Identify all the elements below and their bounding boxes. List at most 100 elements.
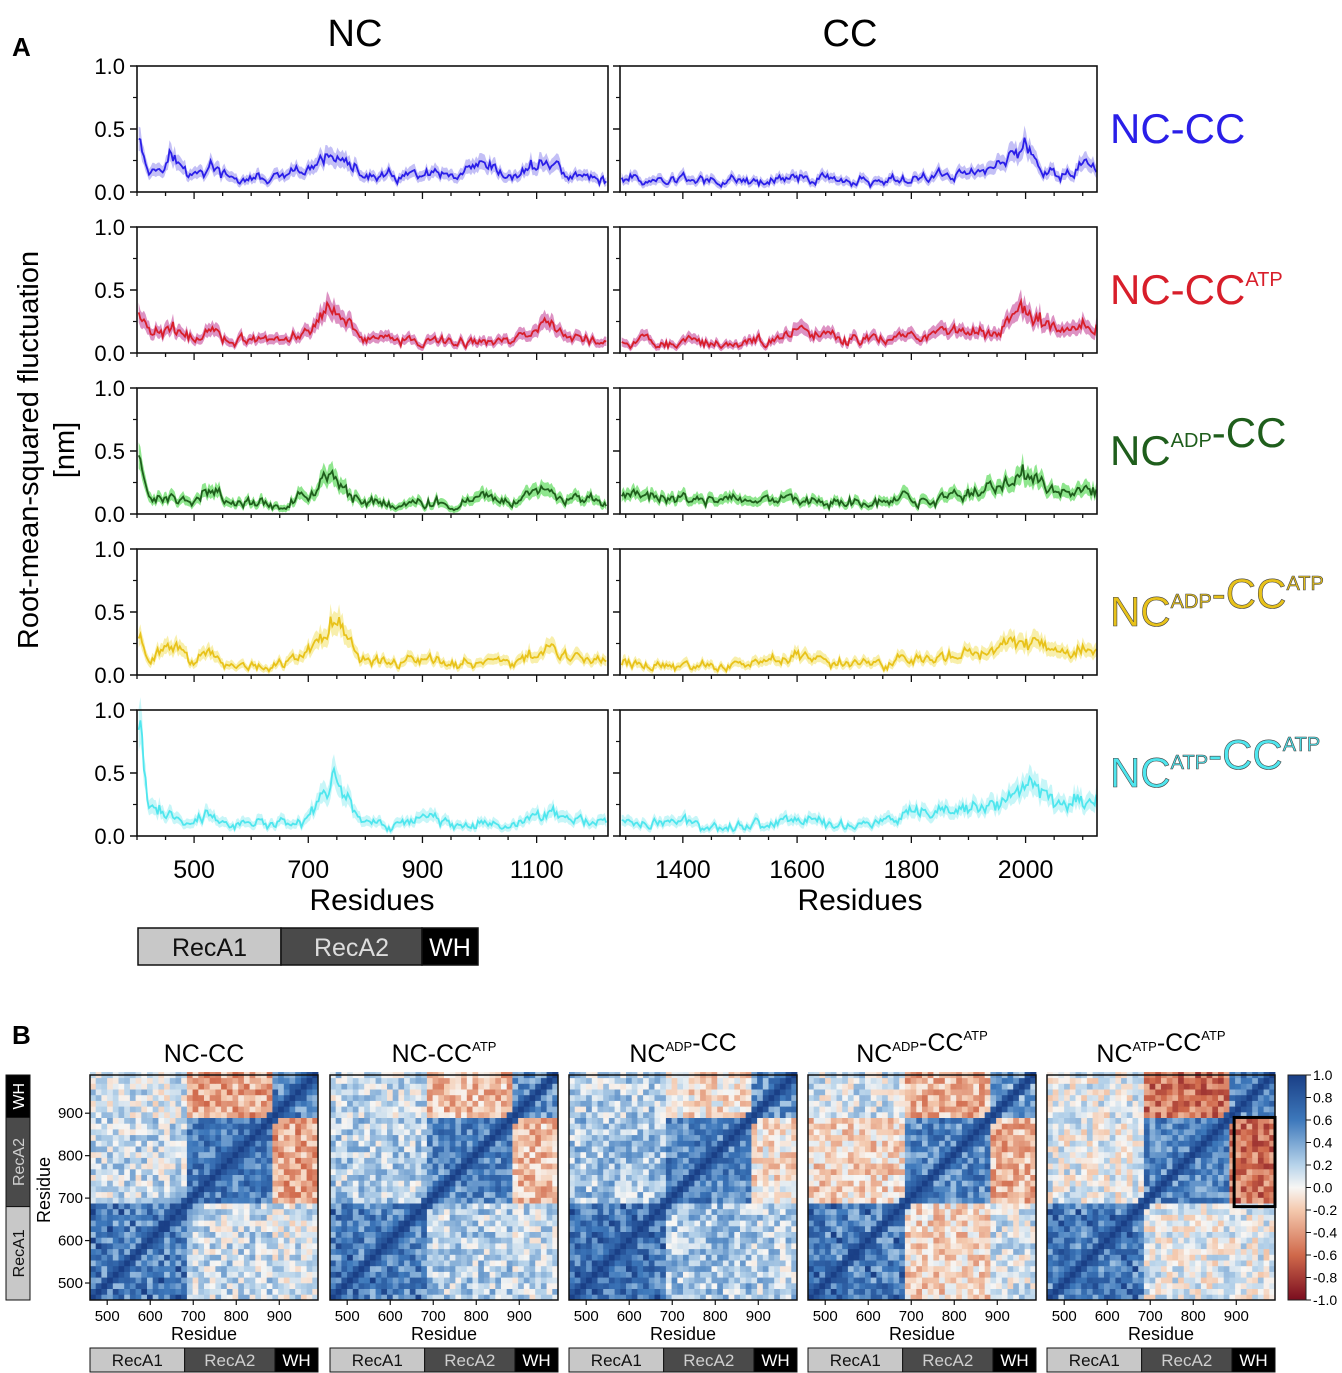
heatmap-y-tick-label: 600	[58, 1233, 83, 1250]
heatmap-cell	[603, 1208, 610, 1215]
heatmap-cell	[152, 1248, 159, 1255]
heatmap-cell	[152, 1180, 159, 1187]
heatmap-cell	[107, 1260, 114, 1267]
heatmap-cell	[112, 1146, 119, 1153]
heatmap-cell	[768, 1294, 775, 1301]
heatmap-cell	[249, 1180, 256, 1187]
heatmap-cell	[501, 1168, 508, 1175]
heatmap-cell	[608, 1157, 615, 1164]
y-tick-label: 0.0	[94, 502, 125, 527]
heatmap-cell	[375, 1191, 382, 1198]
heatmap-cell	[711, 1208, 718, 1215]
heatmap-cell	[358, 1123, 365, 1130]
row-label-base: NC	[1110, 105, 1171, 152]
heatmap-cell	[512, 1225, 519, 1232]
heatmap-cell	[734, 1294, 741, 1301]
heatmap-cell	[540, 1129, 547, 1136]
x-tick-label-cc: 2000	[998, 856, 1054, 884]
heatmap-cell	[700, 1260, 707, 1267]
heatmap-cell	[529, 1203, 536, 1210]
heatmap-cell	[688, 1146, 695, 1153]
heatmap-cell	[312, 1260, 319, 1267]
heatmap-cell	[785, 1294, 792, 1301]
heatmap-cell	[215, 1282, 222, 1289]
heatmap-cell	[204, 1163, 211, 1170]
heatmap-cell	[791, 1271, 798, 1278]
heatmap-cell	[341, 1288, 348, 1295]
heatmap-cell	[774, 1271, 781, 1278]
heatmap-cell	[438, 1174, 445, 1181]
heatmap-cell	[432, 1282, 439, 1289]
heatmap-cell	[466, 1083, 473, 1090]
heatmap-cell	[147, 1146, 154, 1153]
heatmap-cell	[409, 1134, 416, 1141]
heatmap-cell	[546, 1220, 553, 1227]
heatmap-cell	[677, 1214, 684, 1221]
heatmap-cell	[523, 1220, 530, 1227]
heatmap-cell	[426, 1100, 433, 1107]
heatmap-cell	[546, 1163, 553, 1170]
heatmap-cell	[478, 1277, 485, 1284]
heatmap-cell	[375, 1294, 382, 1301]
heatmap-cell	[175, 1111, 182, 1118]
heatmap-cell	[501, 1220, 508, 1227]
heatmap-cell	[478, 1094, 485, 1101]
heatmap-cell	[438, 1094, 445, 1101]
heatmap-cell	[209, 1077, 216, 1084]
heatmap-cell	[745, 1117, 752, 1124]
heatmap-cell	[461, 1134, 468, 1141]
heatmap-cell	[569, 1117, 576, 1124]
heatmap-cell	[501, 1151, 508, 1158]
heatmap-cell	[512, 1237, 519, 1244]
heatmap-cell	[358, 1111, 365, 1118]
heatmap-cell	[569, 1134, 576, 1141]
heatmap-cell	[535, 1140, 542, 1147]
heatmap-cell	[586, 1282, 593, 1289]
heatmap-cell	[421, 1254, 428, 1261]
heatmap-cell	[364, 1237, 371, 1244]
heatmap-cell	[147, 1168, 154, 1175]
heatmap-cell	[489, 1100, 496, 1107]
heatmap-cell	[620, 1208, 627, 1215]
heatmap-cell	[164, 1140, 171, 1147]
heatmap-cell	[421, 1111, 428, 1118]
heatmap-cell	[466, 1231, 473, 1238]
heatmap-cell	[101, 1077, 108, 1084]
heatmap-cell	[392, 1237, 399, 1244]
heatmap-cell	[785, 1106, 792, 1113]
heatmap-cell	[461, 1237, 468, 1244]
heatmap-cell	[238, 1225, 245, 1232]
heatmap-cell	[226, 1100, 233, 1107]
heatmap-cell	[387, 1191, 394, 1198]
heatmap-cell	[591, 1094, 598, 1101]
heatmap-cell	[135, 1174, 142, 1181]
heatmap-cell	[512, 1134, 519, 1141]
heatmap-cell	[466, 1214, 473, 1221]
heatmap-cell	[204, 1277, 211, 1284]
heatmap-cell	[591, 1248, 598, 1255]
heatmap-cell	[204, 1214, 211, 1221]
heatmap-cell	[387, 1100, 394, 1107]
heatmap-cell	[626, 1277, 633, 1284]
heatmap-cell	[455, 1282, 462, 1289]
heatmap-cell	[124, 1231, 131, 1238]
heatmap-cell	[415, 1271, 422, 1278]
heatmap-cell	[107, 1288, 114, 1295]
heatmap-cell	[369, 1186, 376, 1193]
heatmap-cell	[364, 1180, 371, 1187]
heatmap-cell	[261, 1123, 268, 1130]
heatmap-cell	[660, 1117, 667, 1124]
heatmap-cell	[215, 1168, 222, 1175]
heatmap-cell	[688, 1260, 695, 1267]
heatmap-cell	[501, 1140, 508, 1147]
heatmap-cell	[665, 1111, 672, 1118]
heatmap-cell	[455, 1294, 462, 1301]
heatmap-cell	[444, 1294, 451, 1301]
heatmap-cell	[369, 1271, 376, 1278]
heatmap-cell	[255, 1237, 262, 1244]
heatmap-cell	[461, 1282, 468, 1289]
heatmap-cell	[552, 1134, 559, 1141]
heatmap-cell	[489, 1294, 496, 1301]
heatmap-cell	[181, 1288, 188, 1295]
heatmap-cell	[341, 1123, 348, 1130]
